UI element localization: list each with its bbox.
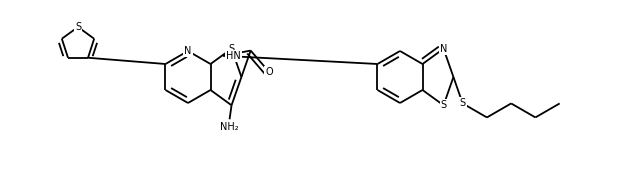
- Text: N: N: [184, 46, 191, 56]
- Text: O: O: [265, 67, 273, 77]
- Text: NH₂: NH₂: [220, 122, 239, 132]
- Text: S: S: [441, 100, 446, 110]
- Text: S: S: [75, 22, 81, 32]
- Text: HN: HN: [226, 51, 241, 61]
- Text: S: S: [460, 98, 466, 108]
- Text: N: N: [440, 44, 447, 54]
- Text: S: S: [228, 44, 235, 54]
